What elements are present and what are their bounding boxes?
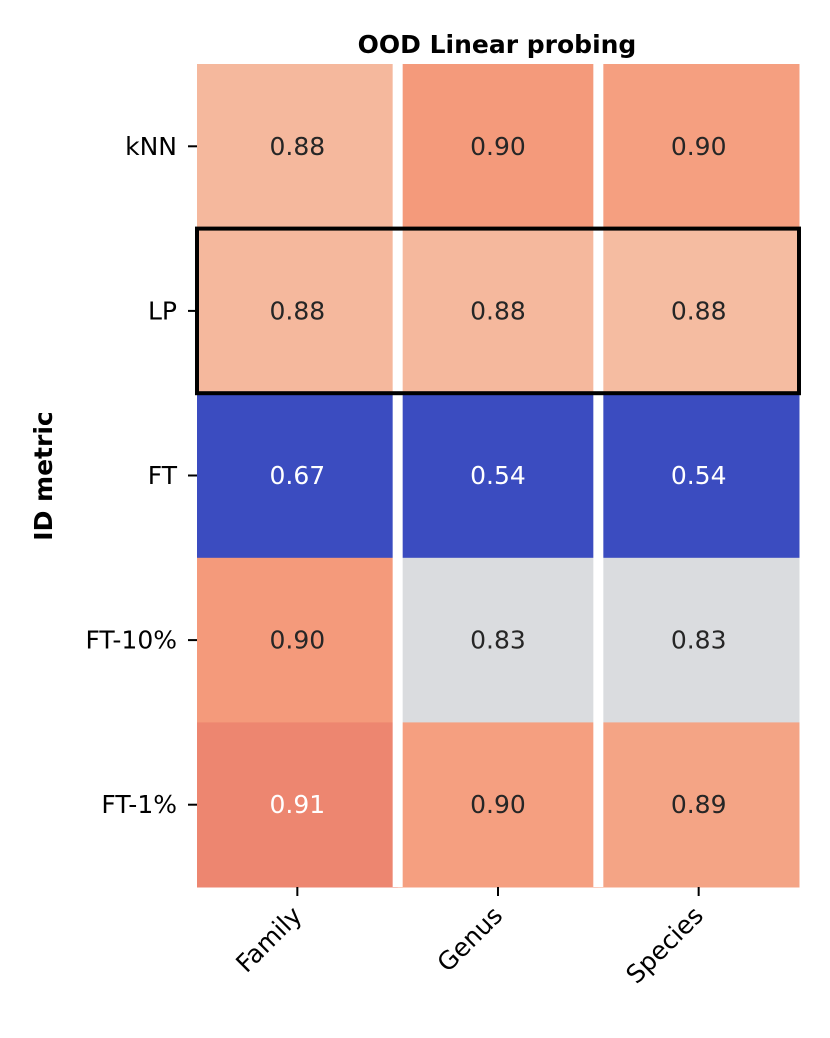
heatmap-cell-FT-10%-Genus (397, 557, 599, 723)
cell-value-label: 0.90 (470, 132, 526, 161)
cell-value-label: 0.88 (269, 296, 325, 325)
cell-value-label: 0.90 (671, 132, 727, 161)
heatmap-cell-FT-Genus (397, 393, 599, 559)
heatmap-cell-LP-Family (197, 228, 399, 394)
cell-value-label: 0.90 (269, 626, 325, 655)
heatmap-cell-FT-Species (598, 393, 800, 559)
cell-value-label: 0.83 (671, 626, 727, 655)
y-tick-label: FT-1% (101, 790, 177, 819)
x-tick-label: Species (620, 901, 709, 990)
heatmap-cell-LP-Species (598, 228, 800, 394)
y-axis-label: ID metric (29, 411, 58, 540)
cell-value-label: 0.89 (671, 790, 727, 819)
cell-value-labels: 0.88 0.90 0.90 0.88 0.88 0.88 0.67 0.54 0.54 0.90… (269, 132, 726, 819)
x-tick-label: Genus (432, 901, 509, 978)
cell-value-label: 0.90 (470, 790, 526, 819)
heatmap-cell-kNN-Genus (397, 64, 599, 230)
y-tick-label: FT-10% (85, 626, 177, 655)
heatmap-cell-kNN-Species (598, 64, 800, 230)
heatmap-cell-FT-10%-Family (197, 557, 399, 723)
cell-value-label: 0.88 (269, 132, 325, 161)
y-axis-ticks: kNN LP FT FT-10% FT-1% (85, 132, 197, 819)
heatmap-cell-FT-1%-Family (197, 722, 399, 888)
cell-value-label: 0.91 (269, 790, 325, 819)
column-separators (392, 64, 604, 887)
cell-value-label: 0.54 (470, 461, 526, 490)
column-separator (392, 64, 403, 887)
heatmap-cell-LP-Genus (397, 228, 599, 394)
heatmap-cell-kNN-Family (197, 64, 399, 230)
cell-value-label: 0.67 (269, 461, 325, 490)
cell-value-label: 0.88 (671, 296, 727, 325)
chart-title: OOD Linear probing (358, 30, 637, 59)
heatmap-cell-FT-Family (197, 393, 399, 559)
cell-value-label: 0.88 (470, 296, 526, 325)
heatmap-cell-FT-10%-Species (598, 557, 800, 723)
cell-value-label: 0.83 (470, 626, 526, 655)
y-tick-label: FT (148, 461, 178, 490)
heatmap-cell-FT-1%-Species (598, 722, 800, 888)
heatmap-cells (197, 64, 800, 888)
column-separator (593, 64, 604, 887)
cell-value-label: 0.54 (671, 461, 727, 490)
x-tick-label: Family (230, 901, 308, 979)
y-tick-label: kNN (125, 132, 177, 161)
heatmap-cell-FT-1%-Genus (397, 722, 599, 888)
y-tick-label: LP (148, 296, 177, 325)
x-axis-ticks: Family Genus Species (230, 887, 709, 989)
